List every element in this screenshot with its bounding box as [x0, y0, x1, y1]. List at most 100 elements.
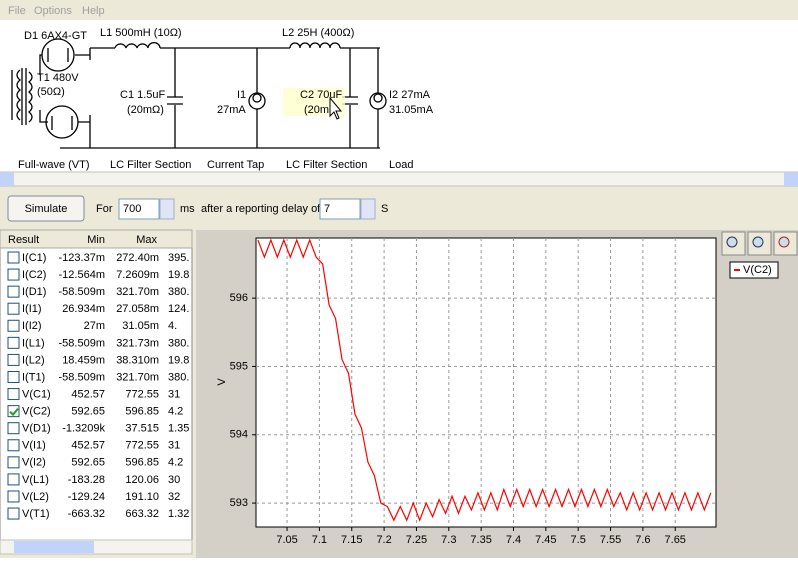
- result-max: 27.058m: [116, 303, 159, 315]
- duration-input[interactable]: [118, 198, 160, 220]
- spinner[interactable]: [159, 198, 175, 220]
- schematic-area: [0, 20, 798, 172]
- result-max: 272.40m: [116, 252, 159, 264]
- schematic-label: 31.05mA: [389, 104, 434, 116]
- x-tick-label: 7.35: [470, 534, 491, 546]
- result-name: I(I2): [22, 320, 42, 332]
- result-min: 452.57: [71, 388, 105, 400]
- table-header: [0, 229, 193, 249]
- label: For: [96, 203, 113, 215]
- result-min: -58.509m: [59, 371, 105, 383]
- check-mark: [9, 407, 19, 417]
- result-min: -663.32: [68, 508, 105, 520]
- checkbox[interactable]: [7, 439, 20, 452]
- y-tick-label: 596: [230, 292, 248, 304]
- menu-item[interactable]: File: [8, 5, 26, 17]
- result-more: 19.8: [168, 269, 189, 281]
- result-more: 1.32: [168, 508, 189, 520]
- result-max: 321.73m: [116, 337, 159, 349]
- checkbox[interactable]: [7, 251, 20, 264]
- schematic-label: I1: [237, 89, 246, 101]
- result-min: -123.37m: [59, 252, 105, 264]
- checkbox[interactable]: [7, 388, 20, 401]
- result-max: 772.55: [125, 440, 159, 452]
- checkbox[interactable]: [7, 507, 20, 520]
- result-name: V(I2): [22, 457, 46, 469]
- spinner[interactable]: [360, 198, 376, 220]
- result-min: -12.564m: [59, 269, 105, 281]
- result-min: -183.28: [68, 474, 105, 486]
- label: after a reporting delay of: [201, 203, 321, 215]
- result-name: V(I1): [22, 440, 46, 452]
- delay-input[interactable]: [319, 198, 361, 220]
- result-max: 321.70m: [116, 371, 159, 383]
- result-name: I(C1): [22, 252, 46, 264]
- checkbox[interactable]: [7, 456, 20, 469]
- y-tick-label: 593: [230, 497, 248, 509]
- header: Min: [87, 234, 105, 246]
- result-more: 380.: [168, 371, 189, 383]
- result-max: 596.85: [125, 457, 159, 469]
- x-tick-label: 7.6: [635, 534, 650, 546]
- checkbox[interactable]: [7, 422, 20, 435]
- result-more: 395.: [168, 252, 189, 264]
- result-name: V(C2): [22, 406, 51, 418]
- legend-label: V(C2): [743, 264, 772, 276]
- result-max: 191.10: [125, 491, 159, 503]
- result-name: I(I1): [22, 303, 42, 315]
- checkbox[interactable]: [7, 370, 20, 383]
- result-min: 26.934m: [62, 303, 105, 315]
- checkbox[interactable]: [7, 268, 20, 281]
- checkbox[interactable]: [7, 490, 20, 503]
- x-tick-label: 7.1: [312, 534, 327, 546]
- duration-value: 700: [123, 203, 141, 215]
- x-tick-label: 7.25: [406, 534, 427, 546]
- result-min: -58.509m: [59, 337, 105, 349]
- checkbox[interactable]: [7, 319, 20, 332]
- result-more: 32: [168, 491, 180, 503]
- checkbox[interactable]: [7, 336, 20, 349]
- result-name: I(C2): [22, 269, 46, 281]
- scroll-right[interactable]: [784, 172, 798, 186]
- schematic-label: L1 500mH (10Ω): [100, 27, 182, 39]
- delay-value: 7: [324, 203, 330, 215]
- menu-item[interactable]: Options: [34, 5, 72, 17]
- scroll-left[interactable]: [0, 172, 14, 186]
- x-tick-label: 7.3: [441, 534, 456, 546]
- schematic-label: (20m: [304, 104, 329, 116]
- checkbox[interactable]: [7, 405, 20, 418]
- result-name: V(T1): [22, 508, 50, 520]
- results-table: [0, 229, 193, 543]
- x-tick-label: 7.2: [376, 534, 391, 546]
- label: ms: [180, 203, 195, 215]
- result-more: 380.: [168, 337, 189, 349]
- header: Max: [136, 234, 157, 246]
- result-max: 321.70m: [116, 286, 159, 298]
- scroll-thumb[interactable]: [14, 541, 94, 553]
- result-name: I(L2): [22, 354, 45, 366]
- schematic-label: C2 70uF: [300, 89, 342, 101]
- checkbox[interactable]: [7, 285, 20, 298]
- h-scrollbar[interactable]: [0, 171, 798, 187]
- schematic-label: C1 1.5uF: [120, 89, 166, 101]
- result-more: 4.2: [168, 406, 183, 418]
- checkbox[interactable]: [7, 473, 20, 486]
- legend: [729, 261, 779, 279]
- result-more: 4.: [168, 320, 177, 332]
- checkbox[interactable]: [7, 353, 20, 366]
- menu-item[interactable]: Help: [82, 5, 105, 17]
- x-tick-label: 7.55: [600, 534, 621, 546]
- schematic-label: Load: [389, 159, 413, 171]
- schematic-label: LC Filter Section: [110, 159, 191, 171]
- result-min: 592.65: [71, 457, 105, 469]
- schematic-label: (50Ω): [37, 86, 65, 98]
- result-max: 120.06: [125, 474, 159, 486]
- y-tick-label: 595: [230, 360, 248, 372]
- result-more: 380.: [168, 286, 189, 298]
- y-tick-label: 594: [230, 429, 248, 441]
- result-min: -58.509m: [59, 286, 105, 298]
- checkbox[interactable]: [7, 302, 20, 315]
- simulate-button[interactable]: [7, 195, 85, 222]
- schematic-label: D1 6AX4-GT: [24, 30, 87, 42]
